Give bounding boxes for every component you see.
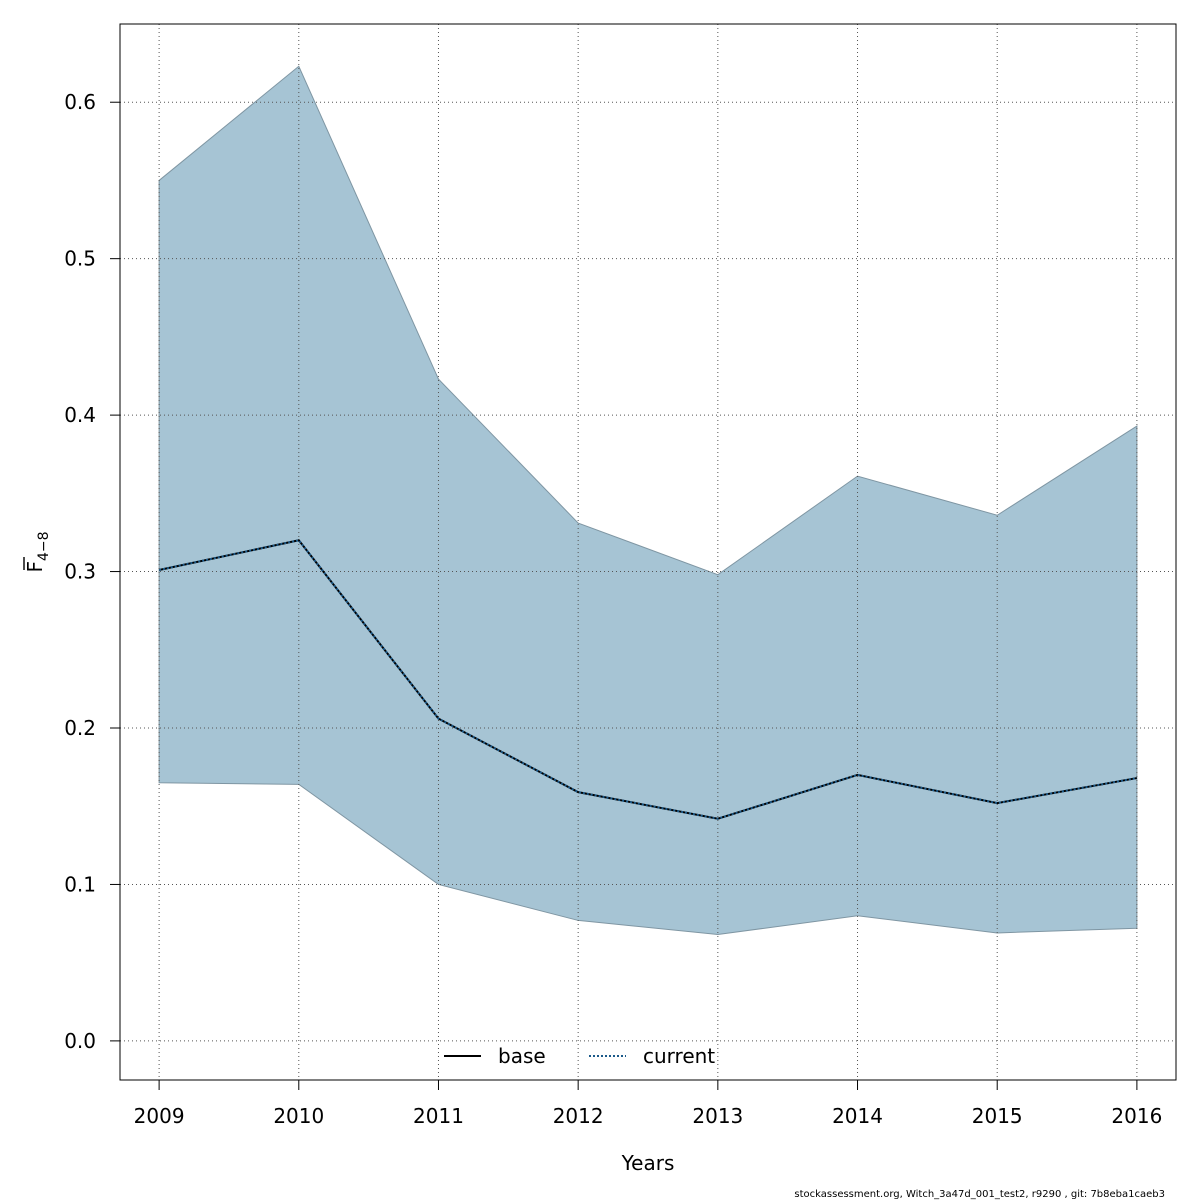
x-tick-label: 2011: [413, 1104, 464, 1128]
series-line-current: [158, 539, 1138, 820]
footer-credit: stockassessment.org, Witch_3a47d_001_tes…: [794, 1189, 1165, 1200]
series-layer: [158, 539, 1138, 820]
y-tick-label: 0.1: [64, 872, 96, 896]
y-axis: 0.0 0.1 0.2 0.3 0.4 0.5 0.6: [64, 90, 120, 1053]
svg-text:F4−8: F4−8: [23, 531, 52, 572]
y-tick-label: 0.3: [64, 560, 96, 584]
x-axis-title: Years: [621, 1151, 675, 1175]
x-tick-label: 2012: [553, 1104, 604, 1128]
y-tick-label: 0.4: [64, 403, 96, 427]
x-tick-label: 2009: [134, 1104, 185, 1128]
y-tick-label: 0.0: [64, 1029, 96, 1053]
y-tick-label: 0.6: [64, 90, 96, 114]
y-axis-title-subscript: 4−8: [36, 531, 52, 561]
x-tick-label: 2010: [273, 1104, 324, 1128]
legend-label-base: base: [498, 1044, 546, 1068]
y-axis-title: F4−8: [23, 531, 52, 572]
x-axis: 2009 2010 2011 2012 2013 2014 2015 2016: [134, 1080, 1162, 1128]
x-tick-label: 2016: [1111, 1104, 1162, 1128]
legend-label-current: current: [643, 1044, 715, 1068]
x-tick-label: 2014: [832, 1104, 883, 1128]
y-tick-label: 0.2: [64, 716, 96, 740]
y-tick-label: 0.5: [64, 247, 96, 271]
x-tick-label: 2013: [692, 1104, 743, 1128]
x-tick-label: 2015: [972, 1104, 1023, 1128]
y-axis-title-main: F: [23, 561, 47, 573]
grid-layer: [120, 24, 1176, 1080]
legend: base current: [444, 1044, 715, 1068]
plot-frame: [119, 23, 1177, 1081]
